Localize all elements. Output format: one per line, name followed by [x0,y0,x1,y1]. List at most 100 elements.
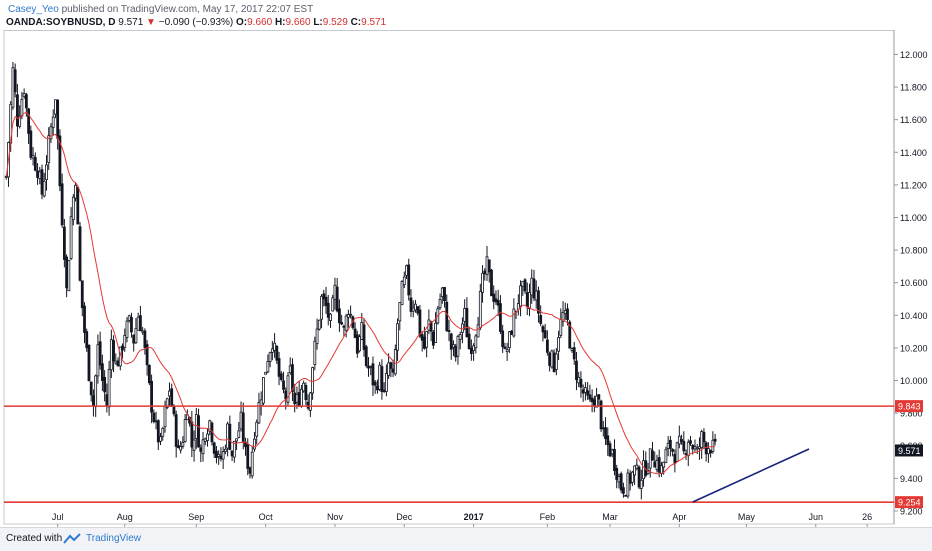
candle-body [452,344,455,348]
candle-body [141,330,145,333]
x-tick-label: Aug [117,512,133,522]
candle-body [239,411,243,430]
price-chart[interactable]: 9.2009.4009.6009.80010.00010.20010.40010… [0,30,932,527]
candle-body [695,447,699,450]
candle-body [145,344,149,366]
candle-body [156,420,160,443]
candle-body [534,290,538,301]
low-label: L: [313,17,323,28]
x-tick-label: Feb [540,512,556,522]
candle-body [622,487,625,494]
candle-body [183,419,187,442]
candle-body [431,331,435,346]
candle-body [279,373,283,380]
candle-body [586,390,590,396]
candle-body [537,290,540,314]
candle-body [492,293,496,302]
candle-body [579,378,583,388]
candle-body [675,442,679,462]
candle-body [407,264,411,296]
candle-body [288,365,292,374]
candle-body [624,494,628,497]
candle-body [608,443,612,457]
candle-body [456,335,460,357]
candle-body [561,311,565,322]
candle-body [545,339,549,353]
candle-body [604,427,607,440]
candle-body [445,301,449,331]
candle-body [599,400,603,430]
x-tick-label: Sep [188,512,204,522]
candle-body [405,265,408,276]
candle-body [300,388,303,407]
candle-body [648,448,652,469]
candle-body [512,308,516,337]
candle-body [121,345,124,351]
candle-body [304,385,308,401]
candle-body [170,388,174,407]
candle-body [65,256,69,289]
x-tick-label: Oct [259,512,274,522]
candle-body [338,308,341,324]
symbol-name[interactable]: OANDA:SOYBNUSD, D [6,17,116,28]
candle-body [396,323,399,351]
candle-body [349,313,353,316]
candle-body [364,346,368,367]
candle-body [16,94,19,127]
candle-body [458,334,462,340]
candle-body [194,414,198,439]
candle-body [371,363,375,386]
candle-body [29,130,33,158]
candle-body [340,322,344,325]
candle-body [380,366,384,393]
candle-body [606,435,610,446]
candle-body [266,361,270,373]
candle-body [67,260,71,292]
candle-body [463,308,467,322]
candle-body [69,216,73,259]
candle-body [49,126,53,140]
candle-body [308,392,312,411]
candle-body [31,155,35,159]
low-value: 9.529 [322,17,348,28]
candle-body [677,435,681,445]
candle-body [219,455,223,460]
candle-body [550,350,554,368]
candle-body [478,291,482,329]
candle-body [671,449,675,452]
tradingview-brand[interactable]: TradingView [86,533,142,544]
candle-body [398,302,402,322]
candle-body [311,367,314,394]
candle-body [566,308,569,320]
candle-body [315,328,319,344]
candle-body [563,310,567,314]
candle-body [284,390,288,400]
candle-body [633,465,637,476]
candle-body [306,401,310,409]
candle-body [226,423,230,449]
candle-body [581,389,585,394]
candle-body [557,337,560,352]
candle-body [499,303,502,332]
candle-body [485,256,489,275]
candle-body [246,444,250,469]
candle-body [577,376,581,384]
candle-body [684,453,688,456]
candle-body [103,376,107,393]
candle-body [62,226,66,260]
candle-body [501,330,505,348]
candle-body [474,335,478,349]
level-label: 9.254 [898,498,921,508]
x-tick-label: Jul [52,512,64,522]
y-tick-label: 11.000 [900,213,927,223]
tradingview-logo-icon [63,533,81,544]
candle-body [628,473,632,484]
candle-body [664,449,668,464]
candle-body [232,440,236,458]
candle-body [125,320,129,338]
candle-body [481,272,484,293]
x-tick-label: 26 [862,512,872,522]
candle-body [154,420,158,423]
candle-body [58,135,62,187]
author-link[interactable]: Casey_Yeo [8,4,59,15]
